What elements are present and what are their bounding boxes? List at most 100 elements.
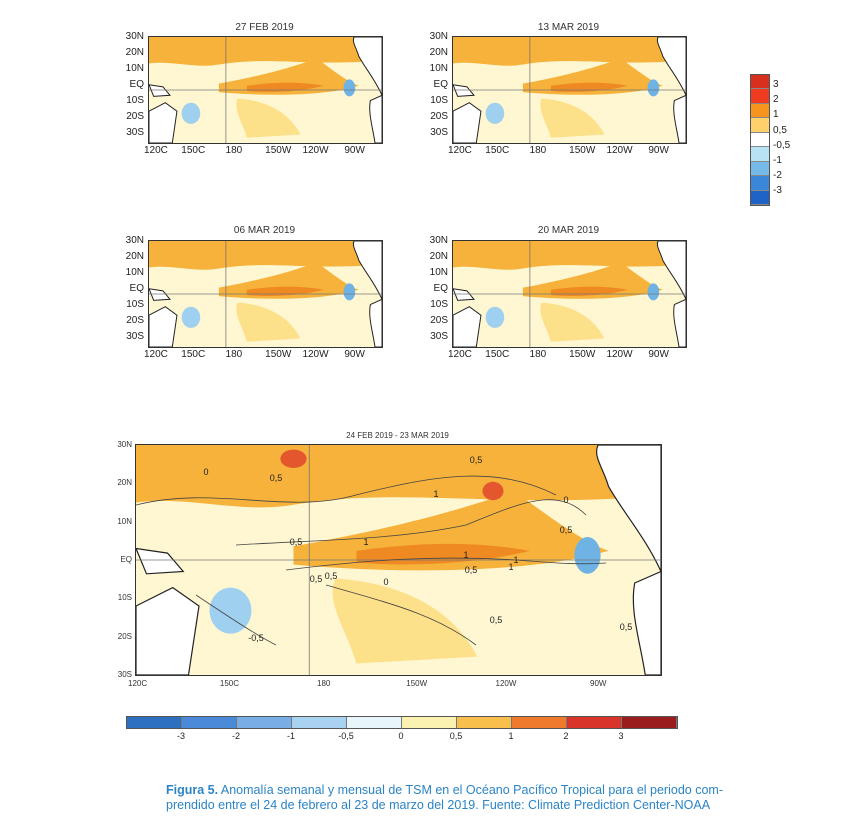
big-lon-label: 90W xyxy=(590,679,607,688)
lon-label: 180 xyxy=(225,349,243,360)
lat-label: 10S xyxy=(126,299,144,311)
monthly-map: 0,5 0,5 1 1 0,5 0,5 0,5 1 1 0,5 0,5 1 0,5 -0,5 0 0 0 0,5 xyxy=(135,444,662,676)
colorbar-segment xyxy=(512,717,567,728)
lon-label: 120W xyxy=(302,145,329,156)
figure-caption: Figura 5. Anomalía semanal y mensual de … xyxy=(166,783,826,813)
colorbar-segment xyxy=(751,176,769,191)
lon-label: 120W xyxy=(606,349,633,360)
lon-label: 120C xyxy=(144,145,168,156)
horizontal-legend-label: 2 xyxy=(563,731,569,741)
colorbar-segment xyxy=(751,147,769,162)
contour-label: 1 xyxy=(363,537,368,547)
colorbar-segment xyxy=(402,717,457,728)
south-america xyxy=(673,298,686,347)
vertical-legend-label: -0,5 xyxy=(773,139,791,151)
warm-anomaly-north xyxy=(149,37,382,66)
lat-label: 30N xyxy=(125,235,144,246)
weekly-map-m1 xyxy=(148,36,383,144)
lat-label: EQ xyxy=(129,79,144,91)
new-guinea xyxy=(453,288,475,301)
cool-anomaly-west xyxy=(181,102,201,124)
colorbar-segment xyxy=(347,717,402,728)
horizontal-legend-label: 3 xyxy=(618,731,624,741)
contour-label: 1 xyxy=(513,555,518,565)
big-lon-label: 120C xyxy=(128,679,148,688)
map-title-m3: 06 MAR 2019 xyxy=(233,225,296,236)
new-guinea xyxy=(453,84,475,97)
australia xyxy=(136,586,200,675)
contour-label: 0,5 xyxy=(290,537,303,547)
contour-label: 0,5 xyxy=(490,615,503,625)
lon-label: 150C xyxy=(485,349,510,360)
big-lon-label: 180 xyxy=(317,679,331,688)
lat-label: EQ xyxy=(433,283,448,295)
big-lat-label: 10S xyxy=(117,593,132,603)
new-guinea xyxy=(149,84,171,97)
vertical-legend-label: -2 xyxy=(773,170,782,182)
new-guinea xyxy=(136,547,185,575)
horizontal-legend-label: 0,5 xyxy=(449,731,463,741)
contour-label: 0,5 xyxy=(560,525,573,535)
lon-label: 120W xyxy=(606,145,633,156)
monthly-map-title: 24 FEB 2019 - 23 MAR 2019 xyxy=(346,431,449,440)
vertical-legend-label: 1 xyxy=(773,109,779,121)
horizontal-legend-label: -3 xyxy=(176,731,185,741)
cool-anomaly-west xyxy=(485,102,505,124)
lat-label: 10S xyxy=(126,95,144,107)
lon-label: 150W xyxy=(265,145,292,156)
big-lat-label: 20S xyxy=(117,631,132,641)
land-masses xyxy=(453,37,686,143)
lat-label: 20S xyxy=(430,111,448,123)
lon-label: 150W xyxy=(569,145,596,156)
lat-label: 20S xyxy=(126,111,144,123)
lon-label: 120C xyxy=(448,145,472,156)
south-america xyxy=(632,570,661,675)
horizontal-legend-label: 1 xyxy=(508,731,514,741)
cool-anomaly-east xyxy=(647,283,660,301)
land-masses xyxy=(149,37,382,143)
horizontal-legend-label: -0,5 xyxy=(338,731,354,741)
lon-label: 120W xyxy=(302,349,329,360)
central-america xyxy=(596,445,661,572)
contour-line xyxy=(325,584,477,646)
warm-anomaly-north xyxy=(453,37,686,66)
map-title-m2: 13 MAR 2019 xyxy=(537,22,600,33)
central-america xyxy=(656,37,686,96)
cool-anomaly-east xyxy=(343,79,356,97)
warm-anomaly-north xyxy=(149,241,382,270)
hot-spot-north xyxy=(280,449,307,468)
lat-label: 10S xyxy=(430,95,448,107)
lat-label: 20N xyxy=(429,47,448,59)
central-america xyxy=(656,241,686,300)
australia xyxy=(453,102,482,143)
contour-label: 0,5 xyxy=(470,455,483,465)
vertical-legend-label: 3 xyxy=(773,79,779,90)
lat-label: 20N xyxy=(125,251,144,263)
caption-line2: prendido entre el 24 de febrero al 23 de… xyxy=(166,798,711,812)
warm-anomaly-north xyxy=(453,241,686,270)
colorbar-segment xyxy=(127,717,182,728)
central-america xyxy=(352,241,382,300)
lat-label: 30N xyxy=(429,235,448,246)
cool-anomaly-west xyxy=(209,587,252,634)
warm-anomaly-south xyxy=(540,98,605,138)
warm-anomaly-south xyxy=(236,98,301,138)
weekly-map-m4 xyxy=(452,240,687,348)
colorbar-segment xyxy=(751,161,769,177)
colorbar-segment xyxy=(751,103,769,119)
cool-anomaly-west xyxy=(485,306,505,328)
cool-anomaly-west xyxy=(181,306,201,328)
weekly-map-canvas xyxy=(149,241,382,347)
lon-label: 150C xyxy=(181,145,206,156)
lon-label: 150W xyxy=(265,349,292,360)
colorbar-segment xyxy=(751,89,769,104)
lon-label: 180 xyxy=(225,145,243,156)
horizontal-legend-label: -2 xyxy=(231,731,240,741)
weekly-map-canvas xyxy=(149,37,382,143)
lat-label: 10N xyxy=(125,267,144,279)
lon-label: 120C xyxy=(144,349,168,360)
lat-label: 10S xyxy=(430,299,448,311)
australia xyxy=(453,306,482,347)
big-lat-label: 30N xyxy=(117,440,132,449)
lon-label: 90W xyxy=(648,349,669,360)
